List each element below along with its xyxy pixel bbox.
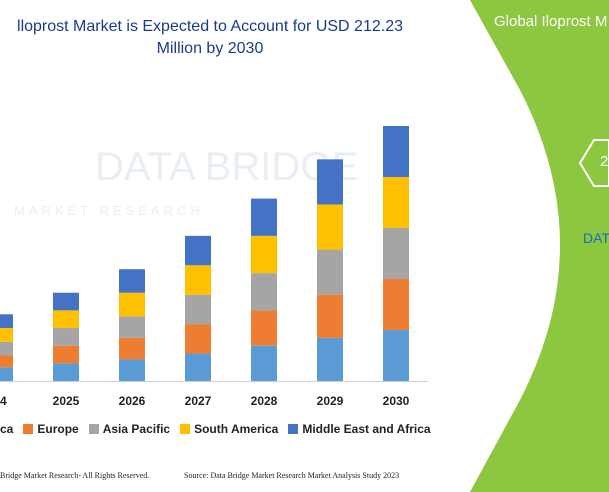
legend-item-4: Middle East and Africa (288, 422, 431, 436)
legend-label-3: South America (194, 422, 279, 436)
side-panel-background (470, 0, 609, 492)
x-tick-label-6: 2030 (383, 394, 410, 408)
legend-item-1: Europe (23, 422, 79, 436)
footer-source: Source: Data Bridge Market Research Mark… (184, 471, 400, 480)
bar-segment-3-1 (53, 310, 79, 329)
side-panel-hex-value: 2 (600, 153, 609, 170)
legend-swatch-2 (88, 424, 99, 434)
side-panel-bottom-text: DAT (583, 230, 609, 246)
bar-segment-0-6 (383, 330, 409, 381)
bar-segment-4-6 (383, 126, 409, 177)
bar-segment-0-0 (0, 367, 13, 381)
bar-segment-2-4 (251, 273, 277, 311)
x-tick-label-5: 2029 (317, 394, 344, 408)
legend-swatch-3 (180, 424, 191, 434)
bar-segment-2-0 (0, 341, 13, 356)
watermark-line1: DATA BRIDGE (95, 145, 358, 189)
legend-label-1: Europe (37, 422, 79, 436)
bar-segment-4-4 (251, 198, 277, 236)
bar-segment-1-0 (0, 355, 13, 368)
x-tick-label-0: 24 (0, 394, 7, 408)
bar-segment-4-2 (119, 269, 145, 293)
chart-legend: ca Europe Asia Pacific South America Mid… (0, 420, 441, 438)
bar-segment-3-6 (383, 177, 409, 228)
bar-segment-2-2 (119, 316, 145, 338)
legend-item-3: South America (180, 422, 278, 436)
x-tick-labels: 24 2025 2026 2027 2028 2029 2030 (0, 394, 410, 408)
bars-group (0, 126, 409, 381)
bar-segment-2-5 (317, 249, 343, 295)
bar-segment-1-1 (53, 345, 79, 364)
bar-segment-4-0 (0, 314, 13, 329)
bar-segment-1-6 (383, 279, 409, 330)
bar-segment-1-5 (317, 294, 343, 338)
bar-segment-4-5 (317, 159, 343, 205)
bar-segment-1-2 (119, 337, 145, 360)
legend-label-2: Asia Pacific (102, 422, 171, 436)
bar-segment-1-4 (251, 310, 277, 346)
bar-segment-3-2 (119, 292, 145, 317)
bar-segment-4-1 (53, 292, 79, 311)
bar-segment-2-1 (53, 328, 79, 346)
bar-segment-3-4 (251, 235, 277, 274)
bar-segment-3-0 (0, 328, 13, 342)
footer-copyright: Bridge Market Research- All Rights Reser… (0, 471, 150, 480)
bar-segment-0-5 (317, 337, 343, 381)
x-tick-label-1: 2025 (53, 394, 80, 408)
bar-segment-4-3 (185, 235, 211, 266)
side-panel-title: Global Iloprost M (494, 13, 608, 30)
chart-title-line1: lloprost Market is Expected to Account f… (17, 18, 403, 35)
chart-title-line2: Million by 2030 (156, 40, 264, 57)
hexagon-icon (578, 139, 609, 187)
legend-label-0: ca (0, 422, 14, 436)
legend-item-2: Asia Pacific (88, 422, 171, 436)
legend-swatch-4 (288, 424, 299, 434)
x-tick-label-4: 2028 (251, 394, 278, 408)
bar-segment-0-1 (53, 363, 79, 381)
bar-segment-2-6 (383, 228, 409, 279)
bar-segment-3-5 (317, 204, 343, 250)
legend-item-0: ca (0, 422, 13, 436)
bar-segment-1-3 (185, 324, 211, 354)
bar-segment-0-3 (185, 353, 211, 381)
bar-segment-2-3 (185, 294, 211, 325)
legend-label-4: Middle East and Africa (302, 422, 431, 436)
legend-swatch-1 (23, 424, 34, 434)
bar-segment-0-4 (251, 345, 277, 381)
x-tick-label-3: 2027 (185, 394, 212, 408)
watermark-line2: MARKET RESEARCH (14, 203, 204, 218)
x-tick-label-2: 2026 (119, 394, 146, 408)
bar-segment-0-2 (119, 359, 145, 381)
bar-segment-3-3 (185, 265, 211, 295)
